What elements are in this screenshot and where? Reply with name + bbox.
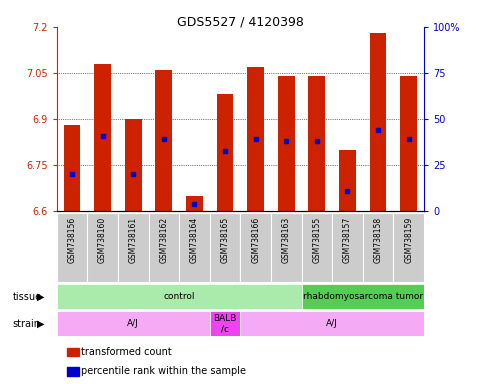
Bar (393, 213, 424, 282)
Bar (64, 125, 80, 211)
Bar (363, 213, 393, 282)
Text: tissue: tissue (12, 291, 41, 302)
Text: A/J: A/J (127, 319, 139, 328)
Bar (210, 213, 240, 282)
Bar (302, 213, 332, 282)
Bar (87, 213, 118, 282)
Text: ▶: ▶ (37, 291, 44, 302)
Text: transformed count: transformed count (81, 347, 172, 357)
Bar (309, 76, 325, 211)
Bar (57, 284, 302, 309)
Text: GSM738164: GSM738164 (190, 217, 199, 263)
Text: GSM738157: GSM738157 (343, 217, 352, 263)
Text: GSM738166: GSM738166 (251, 217, 260, 263)
Bar (94, 64, 111, 211)
Text: GSM738161: GSM738161 (129, 217, 138, 263)
Text: ▶: ▶ (37, 318, 44, 329)
Bar (241, 213, 271, 282)
Text: GSM738160: GSM738160 (98, 217, 107, 263)
Bar (400, 76, 417, 211)
Bar (57, 213, 87, 282)
Bar (302, 284, 424, 309)
Bar (179, 213, 210, 282)
Text: GSM738156: GSM738156 (68, 217, 76, 263)
Bar (271, 213, 302, 282)
Bar (118, 213, 148, 282)
Bar (216, 94, 234, 211)
Bar (241, 311, 424, 336)
Bar (370, 33, 387, 211)
Text: GSM738162: GSM738162 (159, 217, 168, 263)
Bar (186, 196, 203, 211)
Bar (148, 213, 179, 282)
Bar (210, 311, 240, 336)
Text: GSM738163: GSM738163 (282, 217, 291, 263)
Text: GSM738165: GSM738165 (220, 217, 230, 263)
Text: strain: strain (12, 318, 40, 329)
Text: GSM738159: GSM738159 (404, 217, 413, 263)
Bar (332, 213, 363, 282)
Bar (57, 311, 210, 336)
Bar (339, 150, 356, 211)
Text: GSM738158: GSM738158 (374, 217, 383, 263)
Text: GDS5527 / 4120398: GDS5527 / 4120398 (177, 15, 304, 28)
Text: percentile rank within the sample: percentile rank within the sample (81, 366, 246, 376)
Bar (125, 119, 141, 211)
Text: A/J: A/J (326, 319, 338, 328)
Text: control: control (163, 292, 195, 301)
Text: BALB
/c: BALB /c (213, 314, 237, 333)
Bar (155, 70, 172, 211)
Text: GSM738155: GSM738155 (313, 217, 321, 263)
Bar (278, 76, 295, 211)
Text: rhabdomyosarcoma tumor: rhabdomyosarcoma tumor (303, 292, 423, 301)
Bar (247, 67, 264, 211)
